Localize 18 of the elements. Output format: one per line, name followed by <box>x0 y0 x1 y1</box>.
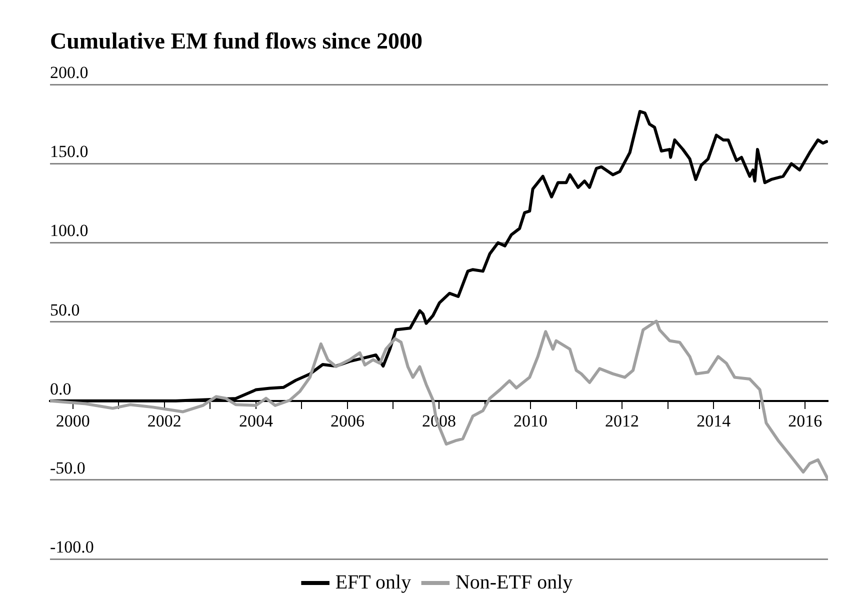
x-tick-label: 2012 <box>605 412 640 431</box>
y-tick-label: 100.0 <box>50 221 88 240</box>
y-tick-label: -50.0 <box>50 458 86 478</box>
x-tick-label: 2000 <box>56 412 90 431</box>
x-tick-label: 2002 <box>147 412 182 431</box>
x-tick-label: 2016 <box>788 412 822 431</box>
y-tick-label: 200.0 <box>50 63 88 82</box>
legend-label: EFT only <box>335 571 412 594</box>
x-tick-label: 2014 <box>696 412 732 431</box>
x-tick-label: 2006 <box>330 412 364 431</box>
y-tick-label: 0.0 <box>50 379 72 398</box>
x-tick-label: 2004 <box>238 412 274 431</box>
y-tick-label: -100.0 <box>50 537 94 556</box>
y-tick-label: 150.0 <box>50 142 88 162</box>
legend-label: Non-ETF only <box>455 571 573 594</box>
y-tick-label: 50.0 <box>50 300 80 320</box>
x-tick-label: 2010 <box>514 412 548 431</box>
chart-title: Cumulative EM fund flows since 2000 <box>50 28 422 54</box>
